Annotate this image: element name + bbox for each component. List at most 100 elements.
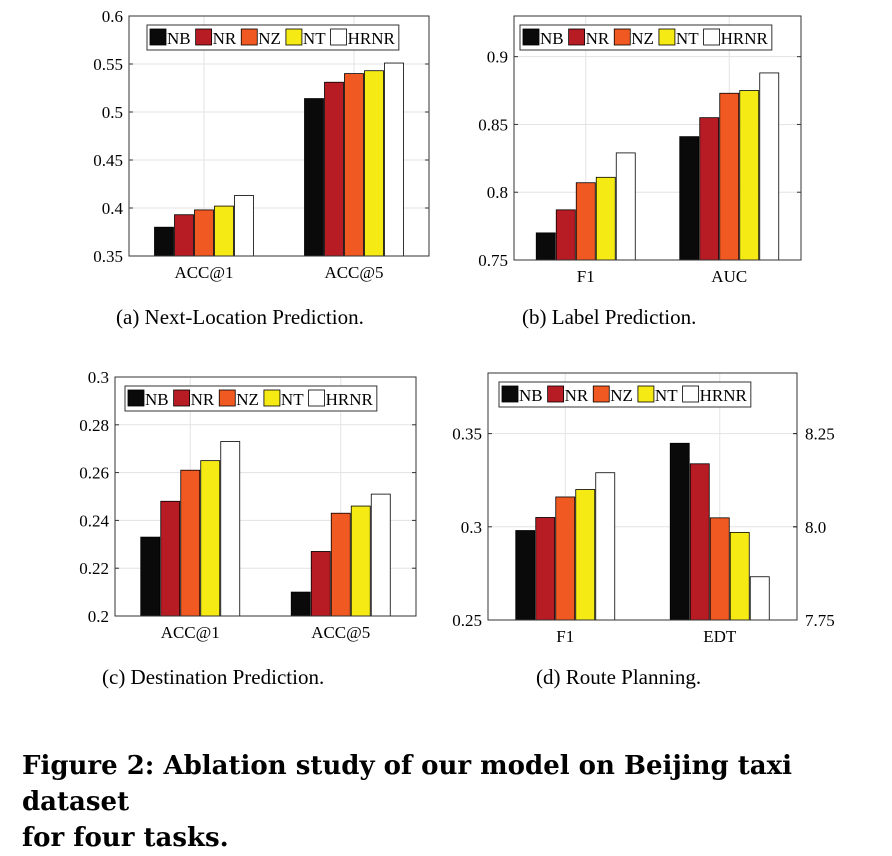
y-tick-label: 0.85	[478, 115, 508, 134]
legend: NB NR NZ NT HRNR	[146, 24, 400, 51]
bar-hrnr-acc5	[384, 62, 404, 257]
caption-c: (c) Destination Prediction.	[102, 665, 325, 689]
x-tick-label: ACC@5	[311, 623, 370, 642]
bar-nt-acc5	[364, 70, 384, 257]
bar-nb-f1	[535, 232, 556, 261]
legend-label-hrnr: HRNR	[700, 386, 748, 405]
axes-frame	[487, 372, 798, 621]
y-tick-label: 0.9	[487, 48, 508, 67]
x-tick-label: EDT	[703, 627, 737, 646]
legend-swatch-nb	[522, 28, 540, 46]
legend-label-nt: NT	[655, 386, 678, 405]
legend-label-nb: NB	[540, 29, 564, 48]
legend-label-nz: NZ	[610, 386, 633, 405]
axes-frame	[114, 376, 417, 617]
y-tick-label: 0.5	[102, 103, 123, 122]
legend-label-nz: NZ	[631, 29, 654, 48]
bar-nb-auc	[679, 136, 700, 261]
bar-nz-acc5	[330, 512, 351, 617]
legend-swatch-nb	[127, 389, 145, 407]
y-tick-label: 0.35	[93, 247, 123, 266]
legend: NB NR NZ NT HRNR	[519, 24, 773, 51]
legend-swatch-nt	[637, 385, 655, 403]
bar-nr-acc5	[324, 81, 344, 257]
caption-d: (d) Route Planning.	[536, 665, 702, 689]
bar-nt-f1	[595, 176, 616, 261]
legend-swatch-nr	[547, 385, 565, 403]
legend-label-nr: NR	[565, 386, 589, 405]
bar-nb-acc5	[290, 591, 311, 617]
y-tick-label: 0.28	[79, 416, 109, 435]
legend-swatch-nr	[568, 28, 586, 46]
x-tick-label: ACC@1	[161, 623, 220, 642]
bar-nz-f1	[575, 182, 596, 261]
y-tick-label: 0.8	[487, 183, 508, 202]
figure-caption-line1: Figure 2: Ablation study of our model on…	[22, 751, 793, 817]
legend-label-hrnr: HRNR	[348, 29, 396, 48]
y-tick-label: 0.55	[93, 55, 123, 74]
bar-nr-auc	[699, 117, 720, 261]
caption-a: (a) Next-Location Prediction.	[116, 305, 364, 329]
legend-label-nt: NT	[676, 29, 699, 48]
y-tick-label: 0.24	[79, 511, 109, 530]
y-tick-label: 0.3	[461, 518, 482, 537]
axes-frame	[513, 15, 802, 261]
caption-b: (b) Label Prediction.	[522, 305, 697, 329]
y-tick-label: 0.45	[93, 151, 123, 170]
bar-nb-acc1	[154, 226, 174, 257]
chart-route-planning: F1 EDT 0.25 0.3 0.35 7.75 8.0 8.25 NB NR NZ NT HRNR	[452, 372, 835, 646]
y-tick-label: 0.4	[102, 199, 124, 218]
bar-nt-acc5	[350, 505, 371, 617]
bar-hrnr-f1	[615, 152, 636, 261]
legend-swatch-nz	[613, 28, 631, 46]
y-tick-label: 0.75	[478, 251, 508, 270]
figure-canvas: ACC@1 ACC@5 0.35 0.4 0.45 0.5 0.55 0.6 NB NR NZ NT H…	[79, 7, 835, 646]
bar-nb-acc5	[304, 98, 324, 257]
y-tick-label: 0.22	[79, 559, 109, 578]
bar-hrnr-f1	[595, 472, 616, 621]
bar-nb-f1	[515, 530, 536, 621]
legend-box	[519, 24, 773, 51]
legend-swatch-nt	[263, 389, 281, 407]
bar-nr-f1	[555, 209, 576, 261]
legend-swatch-nz	[218, 389, 236, 407]
legend-swatch-hrnr	[308, 389, 325, 407]
bar-hrnr-acc5	[370, 493, 391, 617]
y-tick-label: 0.2	[88, 607, 109, 626]
legend-swatch-hrnr	[682, 385, 699, 403]
bar-nr-f1	[535, 517, 556, 621]
bar-hrnr-auc	[759, 72, 780, 261]
y-tick-label: 0.3	[88, 368, 109, 387]
bar-nr-acc1	[174, 214, 194, 257]
legend-swatch-nz	[592, 385, 610, 403]
y-tick-label: 0.6	[102, 7, 123, 26]
legend-swatch-nb	[501, 385, 519, 403]
bar-nz-auc	[719, 92, 740, 261]
bar-nz-acc1	[194, 209, 214, 257]
axes-frame	[128, 15, 430, 257]
bar-nr-edt	[689, 463, 710, 621]
legend-swatch-nr	[173, 389, 191, 407]
bar-nz-acc5	[344, 73, 364, 257]
bar-nb-edt	[669, 442, 690, 621]
legend-swatch-nt	[285, 28, 303, 46]
y-tick-label-right: 7.75	[805, 611, 835, 630]
legend: NB NR NZ NT HRNR	[124, 385, 378, 412]
legend-label-nb: NB	[167, 29, 191, 48]
legend-box	[124, 385, 378, 412]
bar-hrnr-acc1	[234, 195, 254, 257]
y-tick-label: 0.26	[79, 464, 109, 483]
bar-hrnr-edt	[749, 576, 770, 621]
bar-nt-auc	[739, 90, 760, 261]
y-tick-label-right: 8.0	[805, 518, 826, 537]
chart-label-prediction: F1 AUC 0.75 0.8 0.85 0.9 NB NR NZ NT HRNR	[478, 15, 802, 286]
legend-label-nz: NZ	[258, 29, 281, 48]
bar-nr-acc1	[160, 500, 181, 617]
legend-label-hrnr: HRNR	[326, 390, 374, 409]
x-tick-label: F1	[556, 627, 574, 646]
legend-label-nb: NB	[145, 390, 169, 409]
bar-hrnr-acc1	[220, 441, 241, 617]
y-tick-label-right: 8.25	[805, 425, 835, 444]
legend-label-nz: NZ	[236, 390, 259, 409]
legend-label-nt: NT	[303, 29, 326, 48]
